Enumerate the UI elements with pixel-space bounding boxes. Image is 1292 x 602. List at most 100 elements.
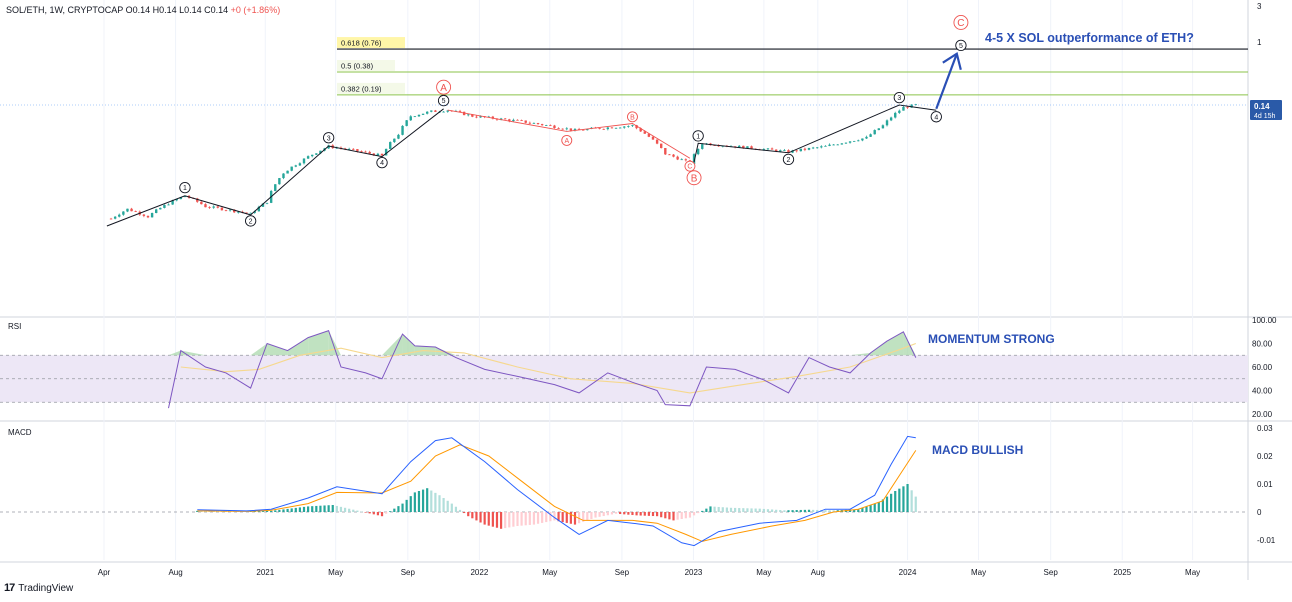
wave-count-label: 4 bbox=[934, 114, 938, 121]
macd-histogram-bar bbox=[504, 512, 507, 529]
rsi-overbought-fill bbox=[887, 331, 904, 356]
macd-histogram-bar bbox=[499, 512, 503, 529]
macd-histogram-bar bbox=[680, 512, 683, 519]
candle-body bbox=[557, 128, 560, 129]
x-tick-label: Sep bbox=[615, 568, 630, 577]
macd-histogram-bar bbox=[902, 486, 905, 512]
candle-body bbox=[774, 149, 778, 152]
macd-histogram-bar bbox=[463, 512, 466, 514]
macd-histogram-bar bbox=[816, 509, 819, 512]
candle-body bbox=[134, 211, 137, 212]
macd-histogram-bar bbox=[910, 490, 913, 512]
macd-histogram-bar bbox=[565, 512, 568, 523]
candle-body bbox=[824, 145, 827, 147]
candle-body bbox=[881, 125, 885, 129]
correction-wave-label: A bbox=[440, 83, 447, 94]
macd-histogram-bar bbox=[508, 512, 511, 528]
candle-body bbox=[503, 118, 507, 120]
macd-histogram-bar bbox=[372, 512, 375, 515]
candle-body bbox=[651, 136, 655, 140]
tradingview-brand[interactable]: 17 TradingView bbox=[4, 582, 73, 594]
candle-body bbox=[553, 125, 556, 129]
macd-histogram-bar bbox=[729, 507, 733, 512]
candle-body bbox=[614, 127, 618, 129]
price-y-tick: 1 bbox=[1257, 38, 1262, 47]
macd-histogram-bar bbox=[692, 512, 696, 516]
elliott-wave-line bbox=[693, 104, 937, 163]
rsi-y-tick: 40.00 bbox=[1252, 387, 1273, 396]
macd-histogram-bar bbox=[713, 506, 716, 512]
candle-body bbox=[738, 145, 741, 148]
candle-body bbox=[676, 156, 679, 160]
candle-body bbox=[471, 114, 474, 117]
macd-histogram-bar bbox=[848, 509, 852, 512]
macd-histogram-bar bbox=[348, 508, 351, 512]
candle-body bbox=[528, 122, 532, 124]
macd-histogram-bar bbox=[311, 506, 314, 512]
macd-histogram-bar bbox=[738, 508, 741, 512]
candle-body bbox=[200, 201, 203, 205]
macd-histogram-bar bbox=[270, 510, 273, 512]
macd-histogram-bar bbox=[380, 512, 384, 517]
candle-body bbox=[126, 208, 129, 212]
macd-histogram-bar bbox=[598, 512, 601, 517]
candle-body bbox=[347, 148, 351, 150]
macd-y-tick: -0.01 bbox=[1257, 536, 1276, 545]
price-change: +0 (+1.86%) bbox=[230, 5, 281, 15]
fib-label-bg bbox=[337, 59, 395, 71]
wave-count-label: 3 bbox=[327, 135, 331, 142]
candle-body bbox=[380, 153, 384, 156]
macd-histogram-bar bbox=[343, 507, 347, 512]
macd-histogram-bar bbox=[865, 506, 868, 512]
candle-body bbox=[458, 110, 462, 112]
macd-histogram-bar bbox=[885, 496, 889, 512]
x-tick-label: 2025 bbox=[1113, 568, 1131, 577]
candle-body bbox=[315, 153, 318, 155]
candle-body bbox=[159, 207, 162, 210]
candle-body bbox=[598, 128, 601, 129]
candle-body bbox=[565, 128, 568, 130]
candle-body bbox=[540, 124, 544, 126]
macd-histogram-bar bbox=[512, 512, 515, 527]
candle-body bbox=[425, 111, 429, 114]
wave-count-marker bbox=[244, 215, 257, 227]
macd-histogram-bar bbox=[471, 512, 474, 519]
symbol-label[interactable]: SOL/ETH, 1W, CRYPTOCAP bbox=[6, 5, 124, 15]
candle-body bbox=[311, 154, 314, 157]
candle-body bbox=[647, 133, 651, 137]
candle-body bbox=[618, 127, 622, 129]
macd-histogram-bar bbox=[389, 511, 392, 512]
macd-histogram-bar bbox=[323, 505, 326, 512]
candle-body bbox=[840, 143, 844, 145]
macd-histogram-bar bbox=[594, 512, 597, 518]
macd-histogram-bar bbox=[491, 512, 494, 527]
macd-histogram-bar bbox=[750, 508, 753, 512]
annotation-momentum: MOMENTUM STRONG bbox=[928, 332, 1055, 346]
candle-body bbox=[639, 128, 642, 132]
candle-body bbox=[602, 128, 605, 130]
candle-body bbox=[803, 148, 807, 150]
x-tick-label: Apr bbox=[98, 568, 111, 577]
x-tick-label: Aug bbox=[168, 568, 182, 577]
macd-histogram-bar bbox=[758, 508, 761, 512]
correction-wave-marker bbox=[627, 111, 638, 123]
x-tick-label: 2022 bbox=[470, 568, 488, 577]
macd-histogram-bar bbox=[586, 512, 589, 521]
macd-histogram-bar bbox=[828, 510, 831, 512]
candle-body bbox=[906, 106, 909, 108]
wave-count-label: 5 bbox=[442, 98, 446, 105]
macd-histogram-bar bbox=[532, 512, 536, 525]
macd-histogram-bar bbox=[791, 510, 794, 512]
rsi-y-tick: 100.00 bbox=[1252, 316, 1277, 325]
last-price-badge bbox=[1250, 100, 1282, 120]
candle-body bbox=[421, 113, 425, 115]
candle-body bbox=[807, 148, 811, 150]
rsi-overbought-fill bbox=[168, 350, 181, 356]
macd-histogram-bar bbox=[315, 505, 318, 512]
candle-body bbox=[832, 144, 835, 146]
rsi-overbought-fill bbox=[250, 343, 268, 356]
candle-body bbox=[664, 147, 667, 155]
macd-histogram-bar bbox=[606, 512, 609, 516]
